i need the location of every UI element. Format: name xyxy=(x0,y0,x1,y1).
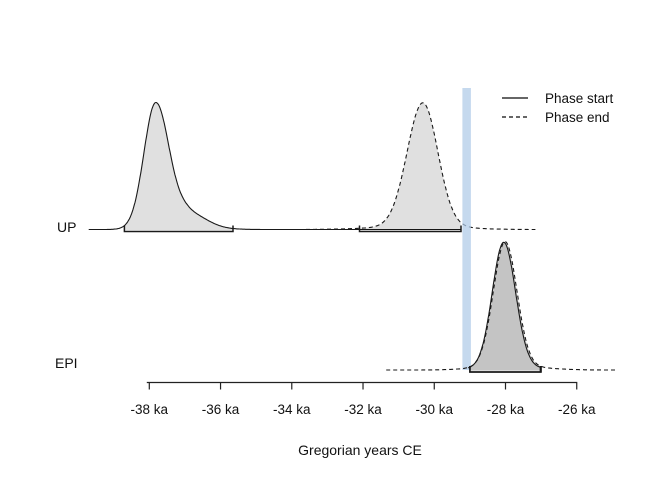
x-tick-label: -30 ka xyxy=(415,402,454,417)
credible-interval-bracket xyxy=(358,225,462,233)
row-label-epi: EPI xyxy=(55,355,78,371)
curve-epi-phase-end xyxy=(386,241,618,371)
density-outline-dashed xyxy=(306,102,536,231)
x-tick-label: -32 ka xyxy=(344,402,382,417)
x-tick-label: -26 ka xyxy=(557,402,596,417)
event-band xyxy=(462,88,471,370)
x-tick-label: -34 ka xyxy=(273,402,311,417)
x-axis-title: Gregorian years CE xyxy=(298,442,422,458)
x-tick-label: -36 ka xyxy=(201,402,240,417)
curve-up-phase-end xyxy=(306,102,536,231)
x-tick-label: -38 ka xyxy=(130,402,169,417)
density-outline-dashed xyxy=(386,241,618,371)
x-tick-label: -28 ka xyxy=(486,402,525,417)
legend-label-phase-end: Phase end xyxy=(545,110,610,125)
density-outline-solid xyxy=(88,101,461,231)
legend: Phase start Phase end xyxy=(545,89,613,127)
density-fill xyxy=(469,242,541,371)
density-fill xyxy=(469,241,542,371)
legend-label-phase-start: Phase start xyxy=(545,91,614,106)
row-label-up: UP xyxy=(57,219,77,235)
credible-interval-bracket xyxy=(123,225,234,233)
curve-up-phase-start xyxy=(88,101,461,231)
density-fill xyxy=(359,102,461,231)
credible-interval-bracket xyxy=(469,366,542,373)
density-fill xyxy=(124,102,233,231)
